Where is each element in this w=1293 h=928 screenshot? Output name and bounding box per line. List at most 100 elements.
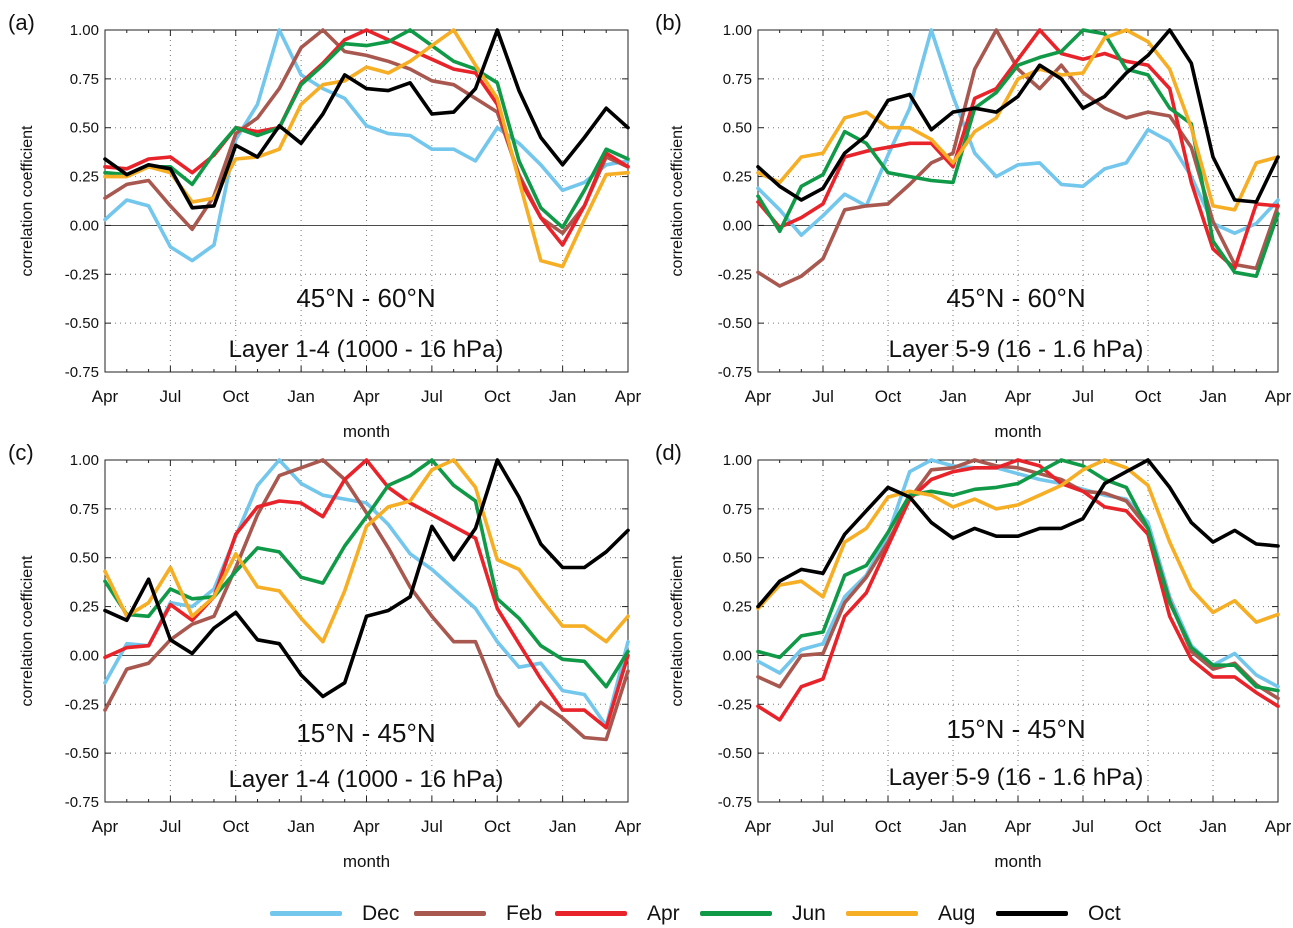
annotation-region: 45°N - 60°N xyxy=(296,283,435,313)
y-tick-label: 0.50 xyxy=(723,550,752,567)
x-tick-label: Jan xyxy=(549,817,576,836)
y-tick-label: 1.00 xyxy=(723,452,752,469)
x-tick-label: Jan xyxy=(287,387,314,406)
x-tick-label: Jul xyxy=(160,817,182,836)
legend-label-oct: Oct xyxy=(1088,902,1121,925)
series-line-dec xyxy=(103,458,630,728)
y-axis-title: correlation coefficient xyxy=(669,125,686,276)
panel-label: (d) xyxy=(655,440,682,465)
x-tick-label: Apr xyxy=(1265,387,1292,406)
annotation-layer: Layer 5-9 (16 - 1.6 hPa) xyxy=(889,336,1144,363)
x-axis-title: month xyxy=(343,852,390,871)
y-tick-label: -0.75 xyxy=(65,794,99,811)
legend-label-apr: Apr xyxy=(647,902,680,925)
x-tick-label: Jan xyxy=(939,817,966,836)
y-tick-label: 0.50 xyxy=(70,120,99,137)
series-line-apr xyxy=(103,458,630,730)
x-tick-label: Oct xyxy=(875,387,902,406)
x-tick-label: Apr xyxy=(92,817,119,836)
x-tick-label: Apr xyxy=(745,387,772,406)
y-tick-label: 1.00 xyxy=(70,22,99,39)
x-tick-label: Jul xyxy=(812,387,834,406)
series-line-feb xyxy=(756,458,1280,701)
y-tick-label: -0.75 xyxy=(65,364,99,381)
panel-label: (a) xyxy=(8,10,35,35)
series-line-jun xyxy=(103,458,630,689)
legend-label-feb: Feb xyxy=(506,902,543,925)
legend-swatch-apr xyxy=(555,911,627,916)
x-axis-title: month xyxy=(994,422,1041,441)
y-tick-label: -0.25 xyxy=(718,696,752,713)
y-axis-title: correlation coefficient xyxy=(669,555,686,706)
legend-swatch-aug xyxy=(846,911,918,916)
series-line-dec xyxy=(103,28,630,263)
x-tick-label: Jan xyxy=(287,817,314,836)
series-line-aug xyxy=(756,458,1280,625)
legend-label-jun: Jun xyxy=(792,902,826,925)
legend-swatch-oct xyxy=(996,911,1068,916)
y-tick-label: 0.75 xyxy=(723,71,752,88)
y-tick-label: -0.75 xyxy=(718,794,752,811)
series-line-oct xyxy=(103,28,630,210)
series-line-oct xyxy=(756,28,1280,204)
y-tick-label: 0.25 xyxy=(723,599,752,616)
x-tick-label: Oct xyxy=(223,817,250,836)
x-tick-label: Oct xyxy=(484,817,511,836)
y-tick-label: -0.50 xyxy=(718,315,752,332)
x-tick-label: Jul xyxy=(421,817,443,836)
y-tick-label: 0.25 xyxy=(70,599,99,616)
x-tick-label: Apr xyxy=(615,817,642,836)
y-tick-label: -0.25 xyxy=(718,266,752,283)
legend-swatch-jun xyxy=(700,911,772,916)
x-tick-label: Apr xyxy=(1005,817,1032,836)
y-tick-label: -0.25 xyxy=(65,696,99,713)
series-line-jun xyxy=(103,28,630,230)
x-tick-label: Oct xyxy=(484,387,511,406)
x-tick-label: Oct xyxy=(1135,387,1162,406)
legend-label-aug: Aug xyxy=(938,902,976,925)
series-line-oct xyxy=(756,458,1280,609)
y-tick-label: -0.50 xyxy=(65,745,99,762)
x-tick-label: Jan xyxy=(1199,387,1226,406)
y-tick-label: -0.75 xyxy=(718,364,752,381)
y-tick-label: 0.00 xyxy=(70,647,99,664)
x-tick-label: Apr xyxy=(1005,387,1032,406)
x-tick-label: Jan xyxy=(1199,817,1226,836)
x-tick-label: Jan xyxy=(549,387,576,406)
panel-label: (c) xyxy=(8,440,34,465)
x-axis-title: month xyxy=(343,422,390,441)
x-tick-label: Oct xyxy=(1135,817,1162,836)
panel-label: (b) xyxy=(655,10,682,35)
x-tick-label: Apr xyxy=(1265,817,1292,836)
series-line-aug xyxy=(103,458,630,644)
y-tick-label: 0.00 xyxy=(723,217,752,234)
y-tick-label: 0.00 xyxy=(70,217,99,234)
x-tick-label: Jul xyxy=(812,817,834,836)
y-tick-label: 0.50 xyxy=(723,120,752,137)
chart-panel-2: 1.00 0.75 0.50 0.25 0.00 -0.25 -0.50 -0.75 Apr Ju… xyxy=(655,10,1292,441)
chart-panel-4: 1.00 0.75 0.50 0.25 0.00 -0.25 -0.50 -0.75 Apr Ju… xyxy=(655,440,1292,871)
chart-panel-3: 1.00 0.75 0.50 0.25 0.00 -0.25 -0.50 -0.75 Apr Ju… xyxy=(8,440,642,871)
y-tick-label: 0.00 xyxy=(723,647,752,664)
x-tick-label: Jan xyxy=(939,387,966,406)
y-tick-label: 0.50 xyxy=(70,550,99,567)
x-tick-label: Apr xyxy=(745,817,772,836)
x-tick-label: Oct xyxy=(223,387,250,406)
x-axis-title: month xyxy=(994,852,1041,871)
x-tick-label: Apr xyxy=(615,387,642,406)
x-tick-label: Apr xyxy=(353,817,380,836)
annotation-layer: Layer 5-9 (16 - 1.6 hPa) xyxy=(889,764,1144,791)
series-line-feb xyxy=(756,28,1280,288)
x-tick-label: Oct xyxy=(875,817,902,836)
x-tick-label: Jul xyxy=(1072,817,1094,836)
y-tick-label: 0.75 xyxy=(723,501,752,518)
x-tick-label: Jul xyxy=(160,387,182,406)
y-tick-label: -0.50 xyxy=(718,745,752,762)
y-tick-label: -0.25 xyxy=(65,266,99,283)
series-line-apr xyxy=(103,28,630,247)
annotation-region: 45°N - 60°N xyxy=(946,283,1085,313)
y-tick-label: 0.25 xyxy=(723,169,752,186)
y-axis-title: correlation coefficient xyxy=(19,555,36,706)
y-tick-label: 0.25 xyxy=(70,169,99,186)
